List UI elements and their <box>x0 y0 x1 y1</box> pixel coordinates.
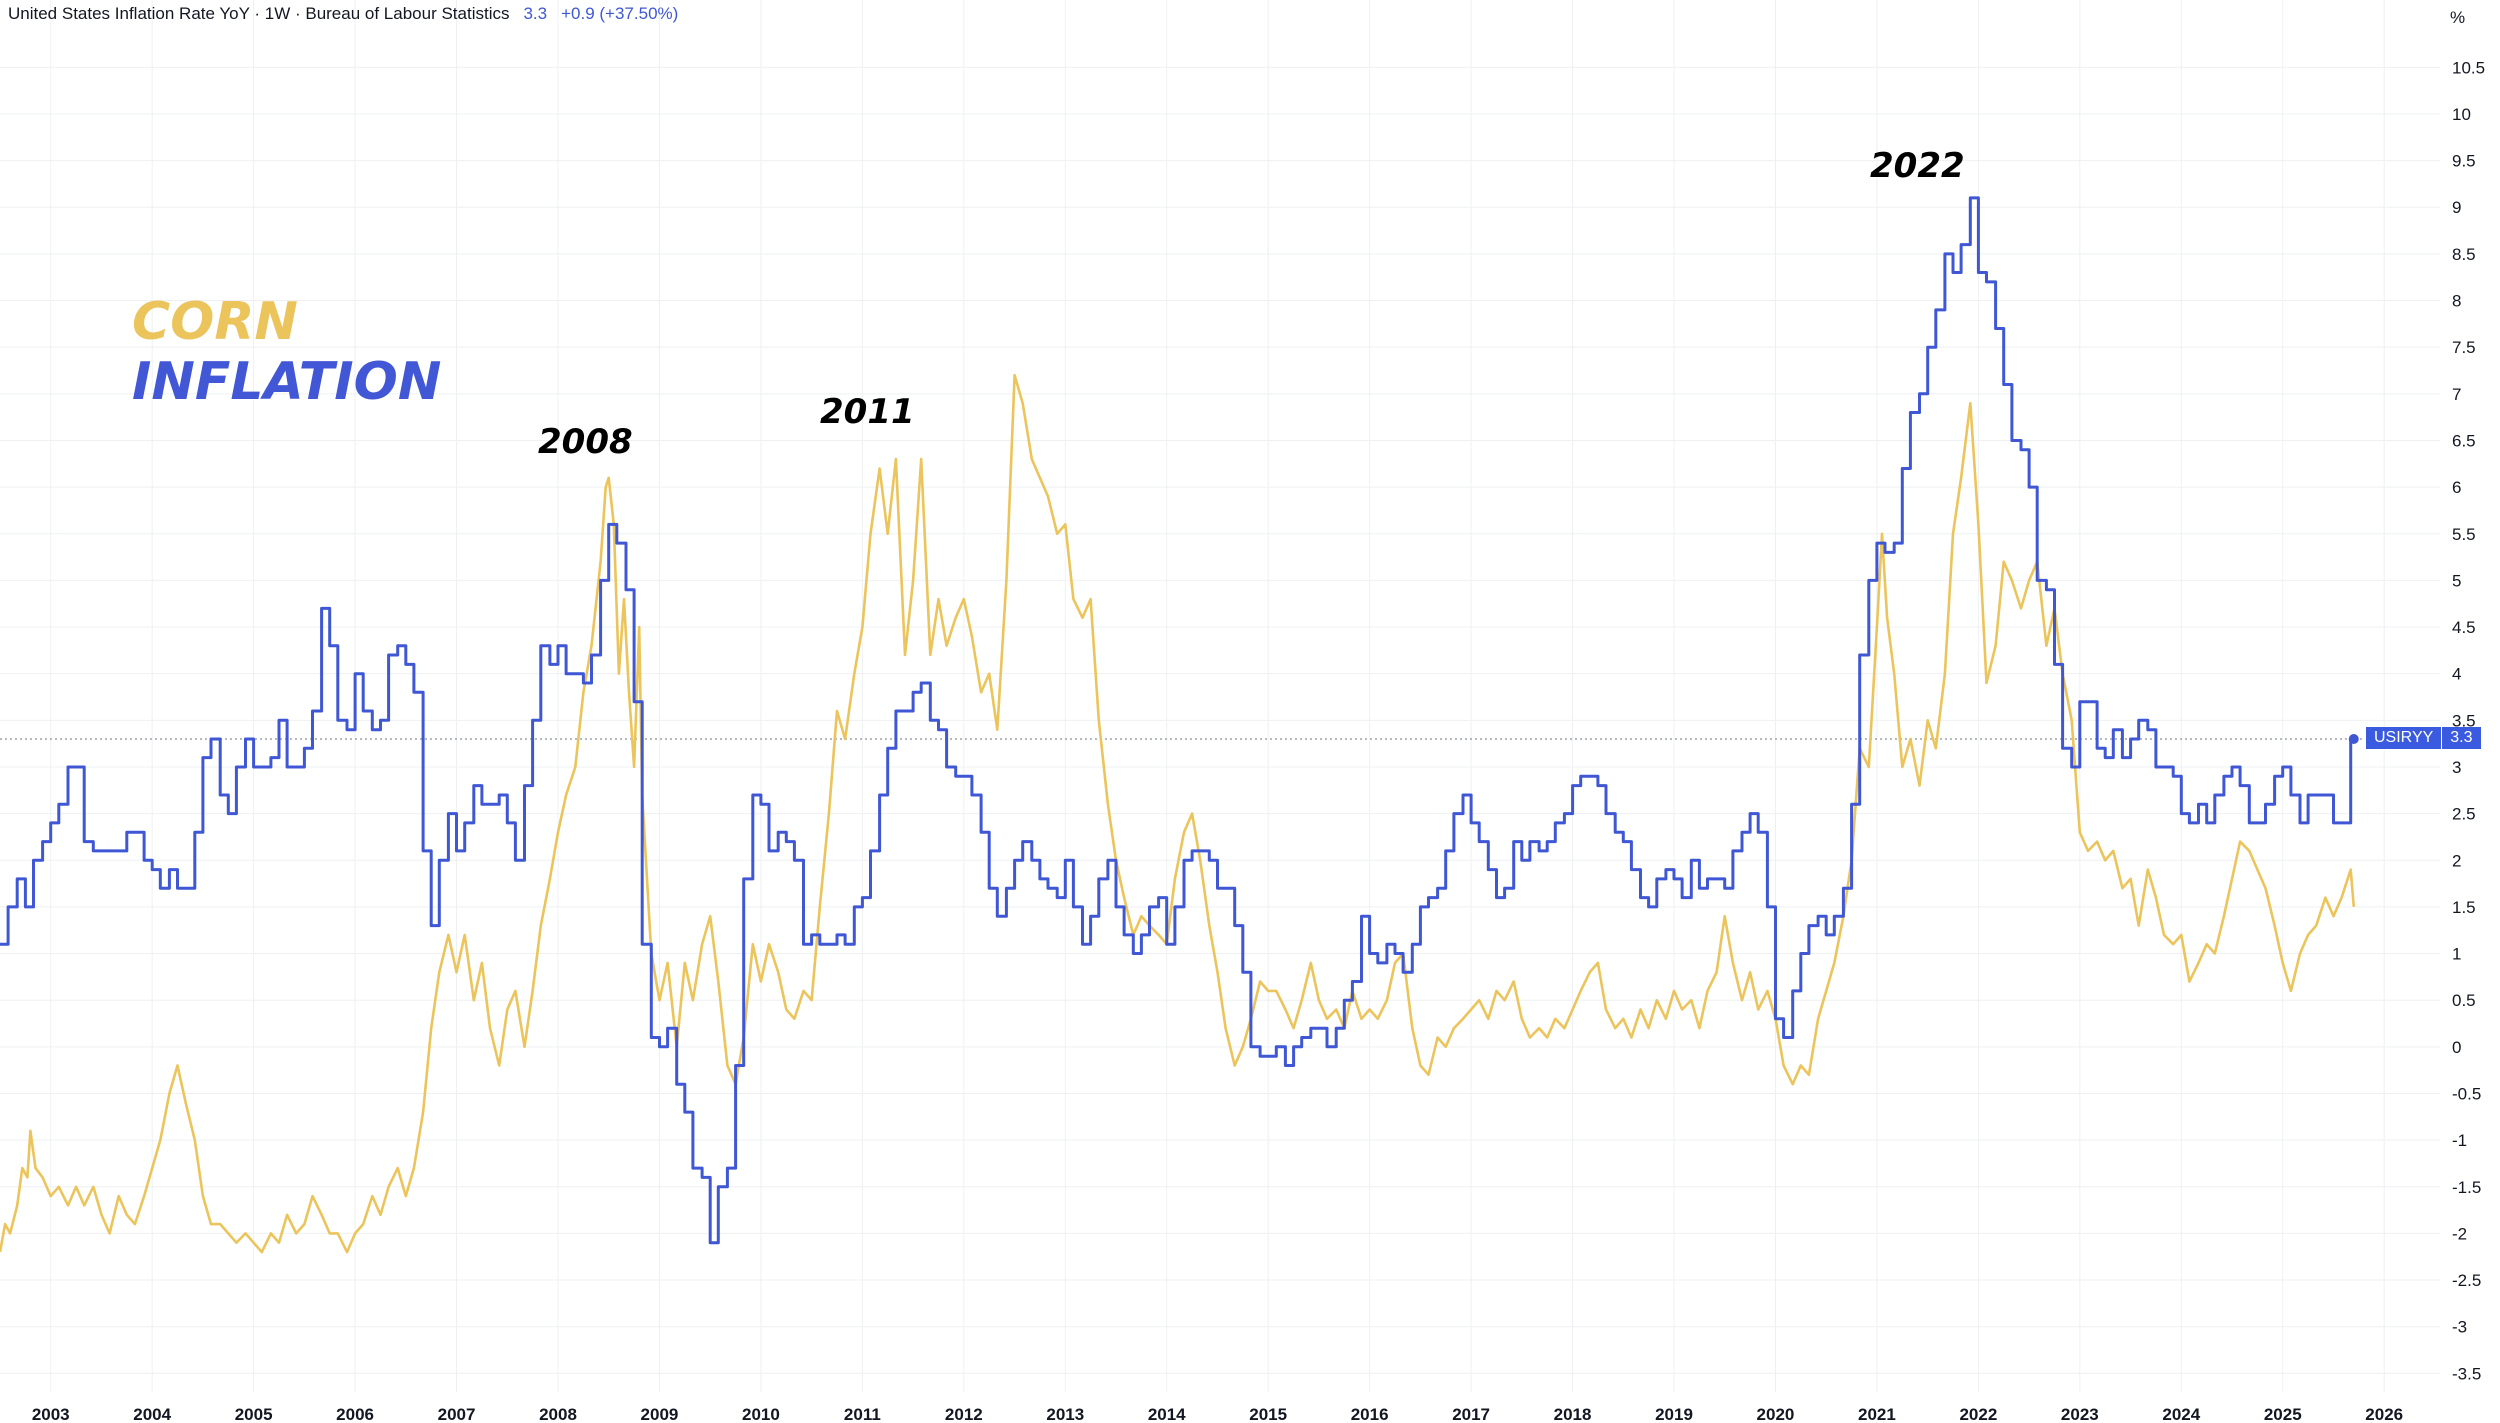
y-tick-label: 6.5 <box>2452 431 2476 450</box>
x-tick-label: 2010 <box>742 1405 780 1423</box>
x-tick-label: 2011 <box>844 1405 881 1423</box>
y-tick-label: 5.5 <box>2452 525 2476 544</box>
y-tick-label: 2.5 <box>2452 805 2476 824</box>
y-tick-label: -1 <box>2452 1131 2467 1150</box>
gridlines <box>0 0 2440 1392</box>
y-tick-label: 3.5 <box>2452 711 2476 730</box>
x-tick-label: 2026 <box>2365 1405 2403 1423</box>
y-tick-label: -2 <box>2452 1224 2467 1243</box>
chart-header: United States Inflation Rate YoY · 1W · … <box>8 4 678 24</box>
x-tick-label: 2012 <box>945 1405 983 1423</box>
y-axis: 10.5109.598.587.576.565.554.543.532.521.… <box>2452 58 2485 1383</box>
y-tick-label: 2 <box>2452 851 2461 870</box>
y-tick-label: 7.5 <box>2452 338 2476 357</box>
x-axis: 2003 2004 2005 2006 2007 2008 2009 2010 2011 2012… <box>32 1405 2403 1423</box>
change-value: +0.9 (+37.50%) <box>561 4 679 23</box>
x-tick-label: 2015 <box>1249 1405 1287 1423</box>
x-tick-label: 2025 <box>2264 1405 2302 1423</box>
y-tick-label: 8.5 <box>2452 245 2476 264</box>
x-tick-label: 2014 <box>1148 1405 1186 1423</box>
x-tick-label: 2016 <box>1351 1405 1389 1423</box>
y-tick-label: 8 <box>2452 292 2461 311</box>
legend-inflation: INFLATION <box>132 352 442 412</box>
y-tick-label: 0 <box>2452 1038 2461 1057</box>
legend-corn: CORN <box>132 292 298 352</box>
x-tick-label: 2006 <box>336 1405 374 1423</box>
x-tick-label: 2005 <box>235 1405 273 1423</box>
y-tick-label: -0.5 <box>2452 1084 2481 1103</box>
y-tick-label: 7 <box>2452 385 2461 404</box>
series-corn-line <box>0 373 2356 1254</box>
annotation-2022: 2022 <box>1870 146 1965 186</box>
x-tick-label: 2008 <box>539 1405 577 1423</box>
y-tick-label: -2.5 <box>2452 1271 2481 1290</box>
y-tick-label: 9 <box>2452 198 2461 217</box>
x-tick-label: 2017 <box>1452 1405 1490 1423</box>
y-tick-label: 1.5 <box>2452 898 2476 917</box>
chart-title: United States Inflation Rate YoY · 1W · … <box>8 4 510 23</box>
x-tick-label: 2024 <box>2162 1405 2200 1423</box>
current-value: 3.3 <box>523 4 548 23</box>
axis-unit: % <box>2450 8 2466 27</box>
y-tick-label: 3 <box>2452 758 2461 777</box>
annotation-2008: 2008 <box>538 422 633 462</box>
badge-symbol: USIRYY <box>2366 727 2442 749</box>
y-tick-label: 5 <box>2452 571 2461 590</box>
y-tick-label: -3 <box>2452 1318 2467 1337</box>
series-inflation-line <box>0 196 2354 1245</box>
y-tick-label: 4.5 <box>2452 618 2476 637</box>
x-tick-label: 2019 <box>1655 1405 1693 1423</box>
y-tick-label: 1 <box>2452 945 2461 964</box>
last-value-dot <box>2348 733 2359 744</box>
price-badge[interactable]: USIRYY 3.3 <box>2366 727 2481 749</box>
y-tick-label: 0.5 <box>2452 991 2476 1010</box>
y-tick-label: -3.5 <box>2452 1364 2481 1383</box>
x-tick-label: 2003 <box>32 1405 70 1423</box>
x-tick-label: 2007 <box>438 1405 476 1423</box>
y-tick-label: 10.5 <box>2452 58 2485 77</box>
x-tick-label: 2009 <box>641 1405 679 1423</box>
x-tick-label: 2022 <box>1959 1405 1997 1423</box>
y-tick-label: 9.5 <box>2452 152 2476 171</box>
x-tick-label: 2023 <box>2061 1405 2099 1423</box>
x-tick-label: 2013 <box>1046 1405 1084 1423</box>
y-tick-label: -1.5 <box>2452 1178 2481 1197</box>
badge-value: 3.3 <box>2441 727 2481 749</box>
series-layer <box>0 196 2356 1254</box>
y-tick-label: 10 <box>2452 105 2471 124</box>
x-tick-label: 2021 <box>1858 1405 1896 1423</box>
annotation-2011: 2011 <box>820 392 915 432</box>
y-tick-label: 4 <box>2452 665 2461 684</box>
x-tick-label: 2004 <box>133 1405 171 1423</box>
y-tick-label: 6 <box>2452 478 2461 497</box>
x-tick-label: 2018 <box>1554 1405 1592 1423</box>
x-tick-label: 2020 <box>1757 1405 1795 1423</box>
